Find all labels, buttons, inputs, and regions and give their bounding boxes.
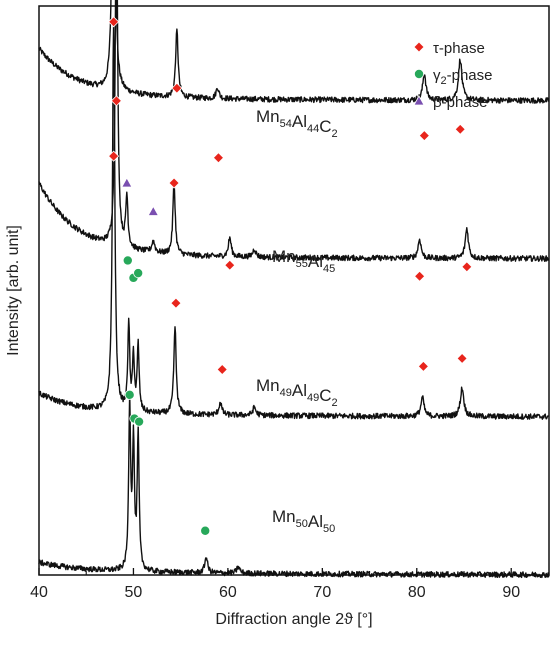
tau-phase-marker [216,363,228,376]
x-tick-label-70: 70 [313,584,331,601]
sample-label-2: Mn55Al45 [272,247,335,275]
sample-labels: Mn54Al44C2 Mn55Al45 Mn49Al49C2 Mn50Al50 [256,107,338,535]
x-tick-label-90: 90 [502,584,520,601]
beta-phase-marker [121,177,133,188]
tau-phase-marker [110,95,123,107]
gamma2-phase-marker [124,389,135,400]
tau-phase-marker [108,150,120,162]
beta-phase-marker [147,205,159,216]
sample-label-3: Mn49Al49C2 [256,376,338,409]
legend-diamond-symbol [413,41,425,53]
x-axis-ticks: 40 50 60 70 80 90 [30,568,520,601]
sample-label-1: Mn54Al44C2 [256,107,338,140]
gamma2-phase-marker [122,255,133,266]
legend-triangle-symbol [413,95,425,106]
tau-phase-marker [212,152,225,164]
legend-label-1: τ-phase [433,40,485,57]
tau-phase-marker [108,16,120,28]
series-line-4 [38,390,550,579]
tau-phase-marker [414,270,426,282]
series-line-1 [38,0,550,104]
legend-label-3: β-phase [433,94,488,111]
tau-phase-marker [171,82,183,94]
gamma2-phase-marker [133,268,144,279]
x-tick-label-60: 60 [219,584,237,601]
legend-label-2: γ2-phase [433,67,493,87]
tau-phase-marker [418,130,430,142]
x-tick-label-40: 40 [30,584,48,601]
x-tick-label-80: 80 [408,584,426,601]
x-tick-label-50: 50 [125,584,143,601]
plot-frame [38,5,550,576]
tau-phase-marker [170,297,182,309]
series-line-3 [38,23,550,420]
tau-phase-marker [454,123,466,135]
tau-phase-marker [461,261,473,273]
gamma2-phase-marker [200,525,211,536]
sample-label-4: Mn50Al50 [272,507,335,535]
tau-phase-marker [168,177,180,189]
tau-phase-marker [456,352,468,365]
x-axis-title: Diffraction angle 2ϑ [°] [215,611,372,628]
legend-circle-symbol [413,69,424,80]
marker-layer [108,16,473,536]
gamma2-phase-marker [134,416,145,427]
tau-phase-marker [224,259,236,271]
tau-phase-marker [417,360,429,372]
legend: τ-phase γ2-phase β-phase [413,40,493,111]
series-line-2 [38,0,550,262]
y-axis-title: Intensity [arb. unit] [5,225,22,356]
series-layer [38,0,550,579]
